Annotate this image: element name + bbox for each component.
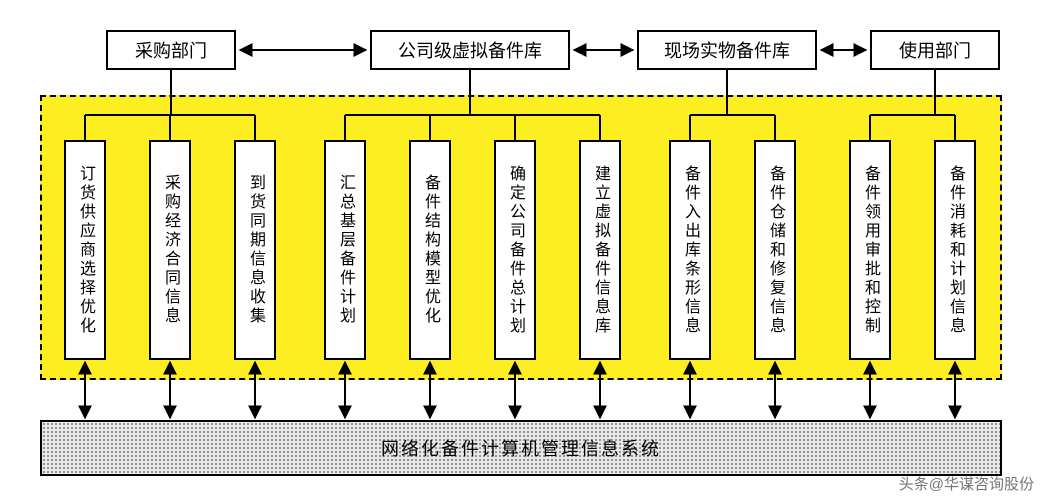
s10-label: 备件领用审批和控制 [858, 165, 882, 336]
s6: 确定公司备件总计划 [494, 140, 536, 360]
s7-label: 建立虚拟备件信息库 [588, 165, 612, 336]
virtual-store: 公司级虚拟备件库 [370, 30, 570, 70]
s9: 备件仓储和修复信息 [754, 140, 796, 360]
s2-label: 采购经济合同信息 [158, 174, 182, 326]
s1-label: 订货供应商选择优化 [73, 165, 97, 336]
s3: 到货同期信息收集 [234, 140, 276, 360]
s4-label: 汇总基层备件计划 [333, 174, 357, 326]
user-dept-label: 使用部门 [899, 37, 971, 63]
system-bar-label: 网络化备件计算机管理信息系统 [381, 435, 661, 461]
s8-label: 备件入出库条形信息 [678, 165, 702, 336]
s4: 汇总基层备件计划 [324, 140, 366, 360]
watermark: 头条@华谋咨询股份 [899, 473, 1034, 494]
s11-label: 备件消耗和计划信息 [943, 165, 967, 336]
purchase-dept-label: 采购部门 [135, 37, 207, 63]
user-dept: 使用部门 [870, 30, 1000, 70]
diagram-canvas: 采购部门 公司级虚拟备件库 现场实物备件库 使用部门 订货供应商选择优化 采购经济合同信… [0, 0, 1052, 504]
s11: 备件消耗和计划信息 [934, 140, 976, 360]
s7: 建立虚拟备件信息库 [579, 140, 621, 360]
s9-label: 备件仓储和修复信息 [763, 165, 787, 336]
system-bar: 网络化备件计算机管理信息系统 [40, 420, 1002, 476]
s8: 备件入出库条形信息 [669, 140, 711, 360]
field-store-label: 现场实物备件库 [664, 37, 790, 63]
s3-label: 到货同期信息收集 [243, 174, 267, 326]
s5-label: 备件结构模型优化 [418, 174, 442, 326]
field-store: 现场实物备件库 [637, 30, 817, 70]
purchase-dept: 采购部门 [106, 30, 236, 70]
s10: 备件领用审批和控制 [849, 140, 891, 360]
s5: 备件结构模型优化 [409, 140, 451, 360]
s1: 订货供应商选择优化 [64, 140, 106, 360]
virtual-store-label: 公司级虚拟备件库 [398, 37, 542, 63]
s2: 采购经济合同信息 [149, 140, 191, 360]
s6-label: 确定公司备件总计划 [503, 165, 527, 336]
